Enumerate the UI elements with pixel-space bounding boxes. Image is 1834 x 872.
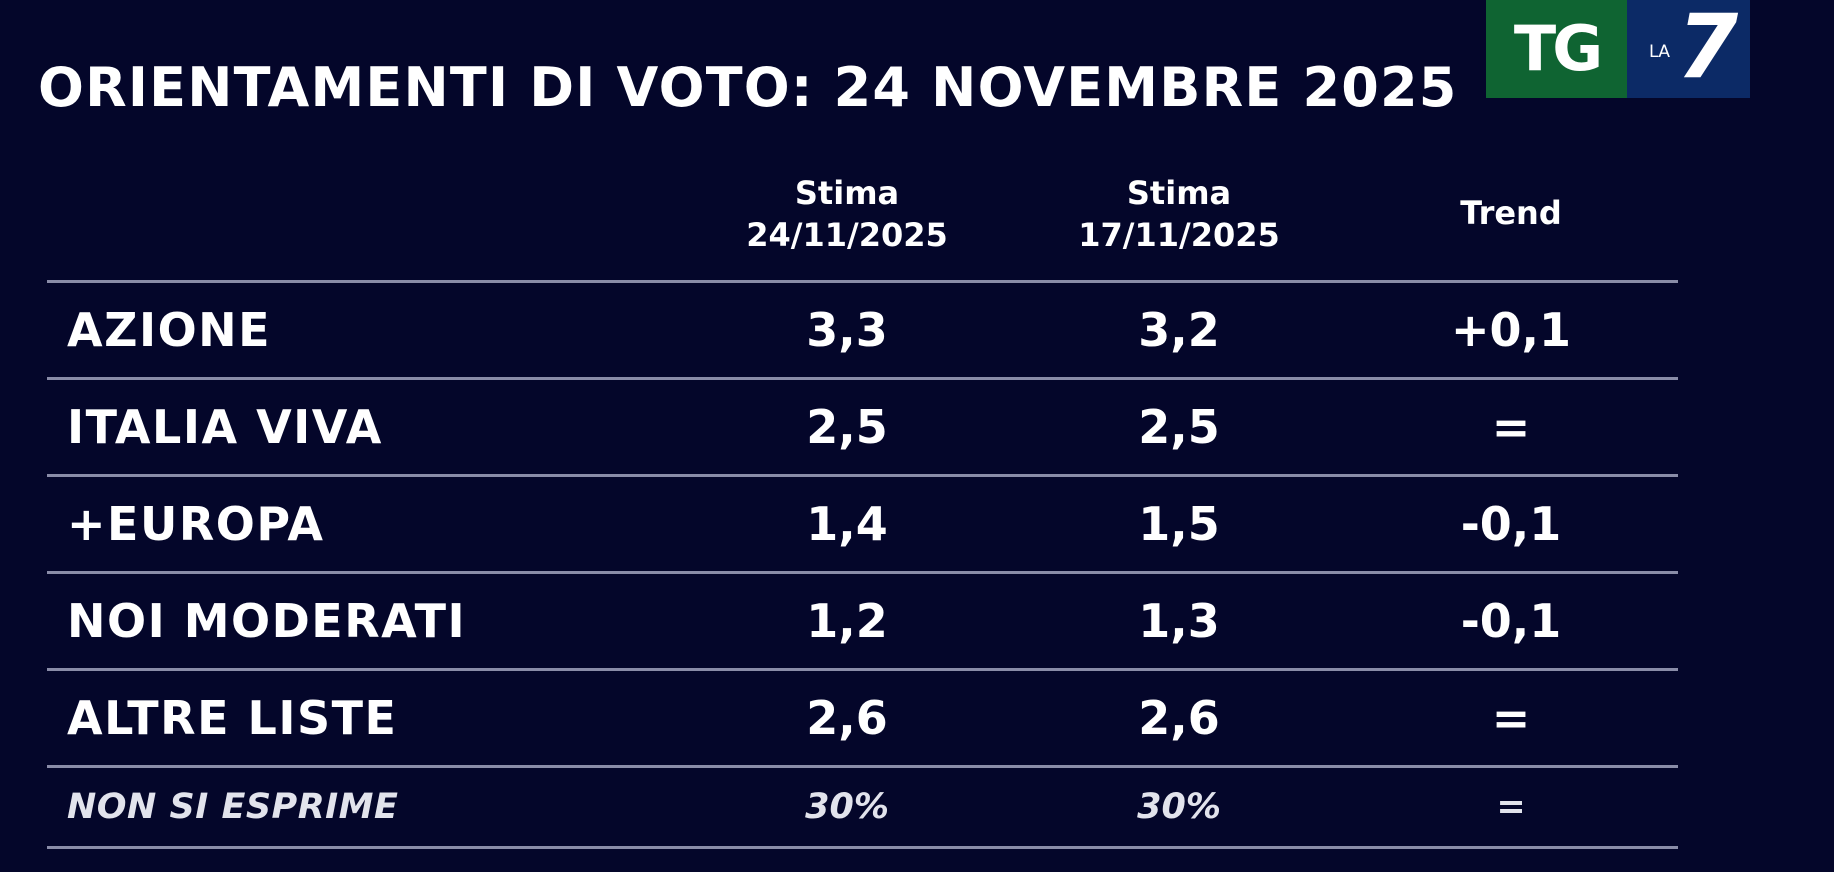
table-bottom-divider <box>47 846 1678 849</box>
column-header-previous-line1: Stima <box>1126 174 1232 212</box>
logo-seven: 7 <box>1677 0 1739 98</box>
column-header-previous-line2: 17/11/2025 <box>1078 216 1280 254</box>
table-row-altre-liste: ALTRE LISTE 2,6 2,6 = <box>0 671 1834 765</box>
table-row-italia-viva: ITALIA VIVA 2,5 2,5 = <box>0 380 1834 474</box>
current-estimate: 2,5 <box>806 400 888 454</box>
logo-la-text: LA <box>1649 42 1670 62</box>
trend-value: = <box>1491 400 1531 454</box>
tg-la7-logo: TG LA 7 <box>1486 0 1750 98</box>
trend-value: = <box>1496 787 1526 827</box>
header-divider <box>47 280 1678 283</box>
page-title: ORIENTAMENTI DI VOTO: 24 NOVEMBRE 2025 <box>38 56 1458 119</box>
row-divider <box>47 474 1678 477</box>
column-header-previous: Stima 17/11/2025 <box>1059 172 1299 256</box>
current-estimate: 3,3 <box>806 303 888 357</box>
current-estimate: 30% <box>805 787 889 827</box>
trend-value: +0,1 <box>1450 303 1572 357</box>
party-name: ALTRE LISTE <box>67 691 398 745</box>
party-name: AZIONE <box>67 303 272 357</box>
previous-estimate: 30% <box>1137 787 1221 827</box>
logo-la7: LA 7 <box>1627 0 1750 98</box>
previous-estimate: 2,5 <box>1138 400 1220 454</box>
table-row-piu-europa: +EUROPA 1,4 1,5 -0,1 <box>0 477 1834 571</box>
previous-estimate: 2,6 <box>1138 691 1220 745</box>
row-divider <box>47 571 1678 574</box>
column-header-current: Stima 24/11/2025 <box>727 172 967 256</box>
current-estimate: 1,4 <box>806 497 888 551</box>
party-name: NOI MODERATI <box>67 594 467 648</box>
current-estimate: 2,6 <box>806 691 888 745</box>
previous-estimate: 3,2 <box>1138 303 1220 357</box>
table-row-azione: AZIONE 3,3 3,2 +0,1 <box>0 283 1834 377</box>
party-name: ITALIA VIVA <box>67 400 383 454</box>
party-name: NON SI ESPRIME <box>67 787 399 827</box>
logo-tg: TG <box>1486 0 1627 98</box>
column-header-trend-line1: Trend <box>1460 194 1562 232</box>
table-row-noi-moderati: NOI MODERATI 1,2 1,3 -0,1 <box>0 574 1834 668</box>
column-header-current-line1: Stima <box>794 174 900 212</box>
party-name: +EUROPA <box>67 497 325 551</box>
table-row-non-si-esprime: NON SI ESPRIME 30% 30% = <box>0 768 1834 846</box>
trend-value: -0,1 <box>1460 497 1562 551</box>
trend-value: -0,1 <box>1460 594 1562 648</box>
current-estimate: 1,2 <box>806 594 888 648</box>
trend-value: = <box>1491 691 1531 745</box>
row-divider <box>47 377 1678 380</box>
column-header-trend: Trend <box>1391 192 1631 234</box>
previous-estimate: 1,5 <box>1138 497 1220 551</box>
column-header-current-line2: 24/11/2025 <box>746 216 948 254</box>
previous-estimate: 1,3 <box>1138 594 1220 648</box>
row-divider <box>47 668 1678 671</box>
row-divider <box>47 765 1678 768</box>
